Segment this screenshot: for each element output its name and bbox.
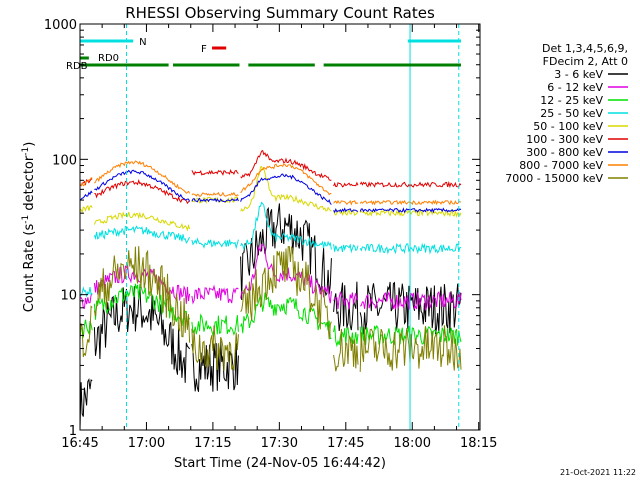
legend-entry-label: 25 - 50 keV: [540, 107, 603, 120]
series-line: [79, 169, 462, 214]
legend-header-line: Det 1,3,4,5,6,9,: [542, 42, 628, 55]
series-line: [79, 246, 462, 372]
y-tick-label: 1: [69, 424, 77, 439]
legend-entry-label: 50 - 100 keV: [533, 120, 603, 133]
state-annotations: N RD0 RDB F: [66, 37, 461, 72]
legend-header-line: FDecim 2, Att 0: [543, 55, 628, 68]
annotation-f-label: F: [201, 44, 207, 55]
legend-entry-label: 100 - 300 keV: [526, 133, 603, 146]
y-tick-label: 100: [52, 153, 77, 168]
x-tick-label: 17:15: [194, 436, 231, 451]
y-axis-label-part1: Count Rate (s: [22, 224, 37, 313]
series-line: [79, 149, 462, 205]
y-axis-label-sup2: -1: [21, 147, 31, 156]
x-tick-label: 18:00: [394, 436, 431, 451]
y-tick-label: 10: [60, 289, 77, 304]
x-tick-label: 17:00: [128, 436, 165, 451]
legend-entry-label: 12 - 25 keV: [540, 94, 603, 107]
x-axis-label: Start Time (24-Nov-05 16:44:42): [174, 456, 386, 471]
y-axis-label: Count Rate (s-1 detector-1): [21, 142, 37, 313]
legend-entry-label: 7000 - 15000 keV: [505, 172, 603, 185]
series-line: [79, 160, 462, 206]
plot-frame: [79, 23, 481, 431]
x-tick-label: 17:45: [327, 436, 364, 451]
series-line: [79, 201, 462, 298]
y-axis-label-sup1: -1: [21, 215, 31, 224]
legend-entry-label: 6 - 12 keV: [547, 81, 603, 94]
series-line: [79, 165, 462, 232]
y-tick-label: 1000: [44, 18, 77, 33]
y-axis-ticks: 1 10 100 1000: [44, 18, 480, 439]
legend-entry-label: 300 - 800 keV: [526, 146, 603, 159]
series-line: [79, 203, 462, 430]
x-tick-label: 16:45: [61, 436, 98, 451]
footer-timestamp: 21-Oct-2021 11:22: [560, 468, 636, 477]
x-tick-label: 18:15: [460, 436, 497, 451]
y-axis-label-part3: ): [22, 142, 37, 147]
annotation-rd0-label: RD0: [98, 53, 119, 64]
x-tick-label: 17:30: [261, 436, 298, 451]
legend-entry-label: 3 - 6 keV: [554, 68, 603, 81]
chart-title: RHESSI Observing Summary Count Rates: [125, 4, 435, 22]
series-layer: [79, 149, 462, 430]
series-line: [79, 283, 462, 348]
legend-entry-label: 800 - 7000 keV: [519, 159, 603, 172]
x-axis-ticks: 16:45 17:00 17:15 17:30 17:45 18:00 18:15: [61, 24, 497, 451]
y-axis-label-part2: detector: [22, 155, 37, 215]
annotation-rdb-label: RDB: [66, 61, 88, 72]
annotation-n-label: N: [139, 37, 146, 48]
legend: Det 1,3,4,5,6,9,FDecim 2, Att 03 - 6 keV…: [505, 42, 628, 185]
series-line: [79, 243, 462, 312]
